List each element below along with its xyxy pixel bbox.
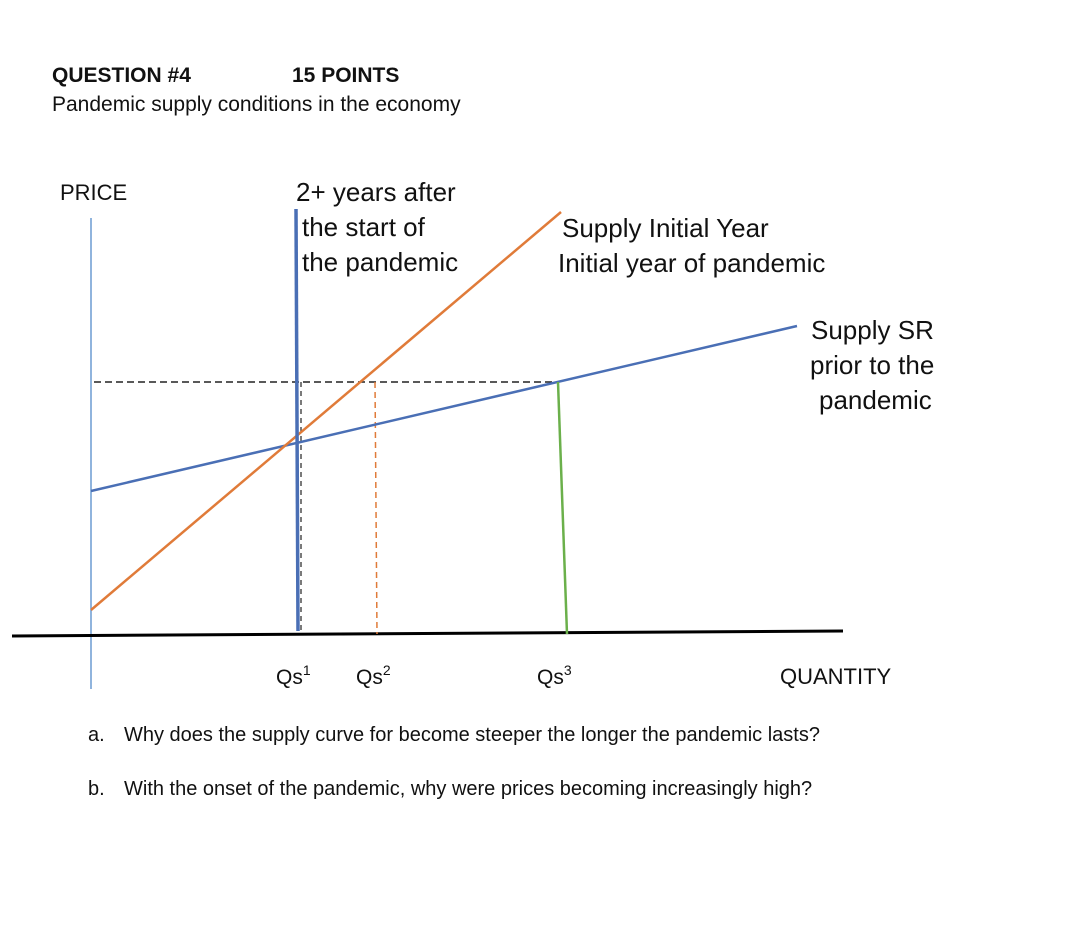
supply-initial-year-curve xyxy=(90,211,562,611)
question-marker: a. xyxy=(88,724,105,746)
qs3-drop-line xyxy=(556,381,569,635)
question-subtitle: Pandemic supply conditions in the econom… xyxy=(52,93,461,116)
question-points: 15 POINTS xyxy=(292,64,400,87)
question-item: a. Why does the supply curve for become s… xyxy=(88,724,820,747)
vertical-supply-label-line-1: 2+ years after xyxy=(296,177,456,207)
quantity-axis xyxy=(11,629,844,638)
short-run-label-line-3: pandemic xyxy=(819,385,932,415)
qs2-guide-dashed-line xyxy=(374,381,378,635)
question-text: Why does the supply curve for become ste… xyxy=(124,724,820,746)
quantity-axis-label: QUANTITY xyxy=(780,664,892,689)
qs2-label: Qs2 xyxy=(356,662,391,689)
qs1-label: Qs1 xyxy=(276,662,311,689)
short-run-label-line-1: Supply SR xyxy=(811,315,934,345)
initial-year-label-line-2: Initial year of pandemic xyxy=(558,248,825,278)
question-list: a. Why does the supply curve for become s… xyxy=(88,724,820,832)
price-axis-label: PRICE xyxy=(60,180,127,205)
question-number: QUESTION #4 xyxy=(52,64,191,87)
question-marker: b. xyxy=(88,778,105,800)
qs3-label: Qs3 xyxy=(537,662,572,689)
vertical-supply-label-line-2: the start of xyxy=(302,212,426,242)
question-text: With the onset of the pandemic, why were… xyxy=(124,778,813,800)
initial-year-label-line-1: Supply Initial Year xyxy=(562,213,769,243)
vertical-supply-label-line-3: the pandemic xyxy=(302,247,458,277)
question-item: b. With the onset of the pandemic, why we… xyxy=(88,778,820,801)
supply-sr-curve xyxy=(90,324,798,493)
short-run-label-line-2: prior to the xyxy=(810,350,934,380)
supply-long-run-vertical-line xyxy=(294,208,300,632)
